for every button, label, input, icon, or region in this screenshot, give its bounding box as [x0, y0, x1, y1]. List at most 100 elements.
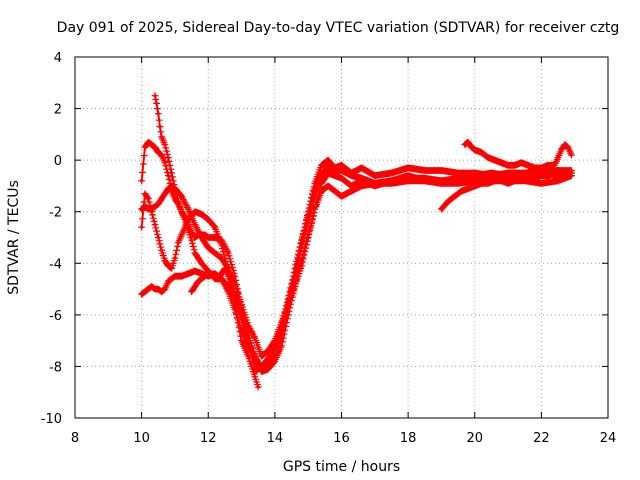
data-point	[539, 166, 543, 170]
data-point	[456, 181, 460, 185]
data-point	[456, 171, 460, 175]
data-point	[150, 143, 154, 147]
data-point	[486, 181, 490, 185]
x-tick-label: 8	[71, 431, 79, 446]
data-point	[266, 357, 270, 361]
data-point	[423, 168, 427, 173]
data-point	[326, 163, 330, 167]
data-point	[526, 163, 530, 167]
data-point	[279, 333, 284, 338]
series-markers	[188, 265, 262, 391]
series-markers	[138, 164, 575, 375]
data-point	[206, 217, 210, 222]
data-point	[493, 179, 497, 183]
data-point	[140, 179, 144, 183]
data-point	[146, 140, 150, 144]
data-series	[138, 92, 575, 391]
x-axis-label: GPS time / hours	[283, 459, 400, 475]
data-point	[479, 150, 484, 155]
data-point	[163, 287, 167, 291]
data-point	[226, 251, 230, 255]
data-point	[556, 179, 560, 183]
data-point	[173, 256, 177, 260]
data-point	[333, 166, 337, 170]
data-point	[259, 354, 264, 358]
data-point	[156, 235, 160, 240]
data-point	[199, 235, 204, 240]
data-point	[213, 225, 217, 229]
data-point	[566, 145, 570, 149]
data-point	[193, 235, 197, 240]
data-point	[166, 264, 170, 268]
plus-markers	[138, 164, 575, 375]
data-point	[473, 184, 477, 188]
series-track-g	[438, 169, 575, 213]
data-point	[199, 212, 204, 216]
data-point	[546, 163, 550, 167]
data-point	[569, 171, 573, 175]
data-point	[406, 176, 410, 180]
data-point	[523, 171, 527, 175]
data-point	[259, 367, 264, 371]
data-point	[299, 246, 304, 250]
data-point	[256, 385, 260, 389]
y-tick-label: -6	[49, 309, 62, 324]
data-point	[166, 155, 170, 160]
data-point	[160, 153, 164, 157]
plus-markers	[461, 138, 575, 172]
data-point	[519, 161, 523, 165]
x-tick-label: 14	[267, 431, 284, 446]
data-point	[176, 199, 180, 203]
data-point	[160, 290, 164, 294]
data-point	[453, 194, 457, 198]
chart-title: Day 091 of 2025, Sidereal Day-to-day VTE…	[57, 20, 620, 36]
data-point	[499, 179, 503, 183]
data-point	[186, 228, 190, 232]
data-point	[473, 174, 477, 178]
data-point	[193, 269, 197, 273]
data-point	[206, 272, 210, 276]
x-tick-label: 10	[133, 431, 150, 446]
data-point	[170, 266, 174, 271]
data-point	[173, 186, 177, 191]
data-point	[553, 163, 557, 167]
data-point	[306, 217, 310, 222]
x-tick-label: 22	[533, 431, 550, 446]
data-point	[319, 174, 324, 178]
data-point	[526, 176, 530, 180]
data-point	[186, 272, 190, 276]
data-point	[153, 94, 157, 98]
data-point	[313, 194, 317, 198]
y-axis-label: SDTVAR / TECUs	[6, 180, 22, 295]
data-point	[219, 272, 224, 276]
data-point	[150, 284, 154, 289]
data-point	[223, 266, 227, 271]
data-point	[439, 168, 444, 173]
data-point	[423, 176, 427, 180]
data-point	[206, 235, 210, 240]
data-point	[513, 163, 517, 167]
data-point	[140, 225, 144, 229]
data-point	[319, 163, 324, 167]
data-point	[193, 210, 197, 214]
data-point	[326, 158, 330, 162]
data-point	[199, 261, 204, 265]
data-point	[266, 367, 270, 371]
data-point	[253, 375, 257, 379]
data-point	[153, 223, 157, 227]
data-point	[163, 143, 167, 147]
data-point	[293, 274, 297, 278]
data-point	[493, 158, 497, 162]
data-point	[150, 210, 154, 214]
data-point	[189, 238, 194, 242]
data-point	[439, 179, 444, 183]
data-point	[559, 148, 563, 152]
x-tick-label: 16	[333, 431, 350, 446]
data-point	[206, 246, 210, 250]
data-point	[339, 163, 344, 167]
y-tick-label: -10	[41, 412, 62, 427]
data-point	[199, 272, 204, 276]
data-point	[389, 171, 394, 175]
